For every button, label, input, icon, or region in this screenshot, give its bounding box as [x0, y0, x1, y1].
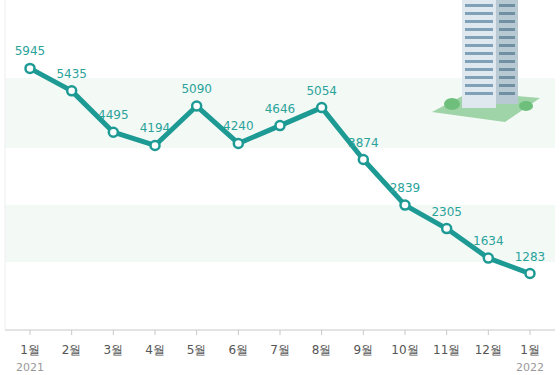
x-tick-label: 3월: [104, 343, 124, 357]
x-tick: [446, 330, 447, 335]
line-marker: [484, 254, 493, 263]
data-label: 5945: [15, 44, 46, 58]
x-tick-label: 2월: [62, 343, 82, 357]
line-marker: [401, 201, 410, 210]
background-band: [5, 205, 555, 262]
x-tick: [196, 330, 197, 335]
x-tick: [321, 330, 322, 335]
building-window: [465, 36, 493, 39]
data-label: 4194: [140, 121, 171, 135]
building-window: [465, 60, 493, 63]
y-axis-line: [5, 0, 6, 330]
x-tick-label: 5월: [187, 343, 207, 357]
building-window: [499, 76, 515, 79]
building-window: [499, 36, 515, 39]
x-tick: [113, 330, 114, 335]
building-window: [499, 12, 515, 15]
building-window: [499, 44, 515, 47]
x-tick-label: 1월: [20, 343, 40, 357]
building-window: [465, 52, 493, 55]
year-annotation: 2022: [516, 361, 544, 374]
x-tick: [238, 330, 239, 335]
line-marker: [276, 121, 285, 130]
year-annotation: 2021: [16, 361, 44, 374]
plot-area: [26, 64, 535, 278]
data-labels: 5945 5435 4495 4194 5090 4240 4646 5054 3874 2839…: [15, 44, 546, 263]
x-tick-label: 6월: [229, 343, 249, 357]
data-label: 4240: [223, 119, 254, 133]
x-tick-label: 7월: [270, 343, 290, 357]
building-window: [465, 28, 493, 31]
data-label: 3874: [348, 136, 379, 150]
data-label: 5090: [181, 82, 212, 96]
line-marker: [234, 139, 243, 148]
x-tick-label: 12월: [475, 343, 502, 357]
x-axis: 1월 2월 3월 4월 5월 6월 7월 8월 9월 10월 11월 12월 1월: [20, 330, 540, 357]
x-tick: [280, 330, 281, 335]
line-marker: [26, 64, 35, 73]
data-label: 2839: [390, 181, 421, 195]
building-window: [465, 84, 493, 87]
data-label: 1283: [515, 250, 546, 264]
x-tick-label: 11월: [433, 343, 460, 357]
building-window: [499, 60, 515, 63]
chart-container: 1월 2월 3월 4월 5월 6월 7월 8월 9월 10월 11월 12월 1월 2021 2022 594…: [0, 0, 560, 375]
building-window: [499, 4, 515, 7]
building-window: [499, 28, 515, 31]
data-label: 5435: [56, 67, 87, 81]
data-label: 5054: [306, 84, 337, 98]
data-label: 1634: [473, 234, 504, 248]
x-tick: [405, 330, 406, 335]
building-window: [499, 84, 515, 87]
building-window: [465, 12, 493, 15]
x-tick: [363, 330, 364, 335]
line-marker: [192, 102, 201, 111]
building-window: [499, 20, 515, 23]
line-marker: [151, 141, 160, 150]
data-label: 2305: [431, 205, 462, 219]
x-tick: [155, 330, 156, 335]
building-window: [465, 92, 493, 95]
building-window: [465, 76, 493, 79]
x-tick: [30, 330, 31, 335]
x-tick: [530, 330, 531, 335]
building-window: [499, 68, 515, 71]
building-tree: [444, 98, 460, 110]
x-tick: [71, 330, 72, 335]
line-marker: [359, 155, 368, 164]
building-window: [465, 20, 493, 23]
x-tick-label: 9월: [354, 343, 374, 357]
building-window: [465, 4, 493, 7]
line-series: [30, 68, 530, 273]
building-illustration: [432, 0, 540, 122]
x-tick-label: 10월: [391, 343, 418, 357]
building-face: [462, 0, 496, 108]
building-window: [465, 44, 493, 47]
data-label: 4495: [98, 108, 129, 122]
building-window: [499, 92, 515, 95]
building-tree: [519, 101, 533, 111]
line-marker: [526, 269, 535, 278]
line-marker: [67, 86, 76, 95]
line-marker: [109, 128, 118, 137]
x-tick-label: 4월: [145, 343, 165, 357]
x-tick-label: 1월: [520, 343, 540, 357]
x-tick-label: 8월: [312, 343, 332, 357]
building-side: [496, 0, 518, 104]
building-window: [465, 68, 493, 71]
line-marker: [442, 224, 451, 233]
building-window: [499, 52, 515, 55]
x-tick: [488, 330, 489, 335]
line-marker: [317, 103, 326, 112]
chart-svg: 1월 2월 3월 4월 5월 6월 7월 8월 9월 10월 11월 12월 1월 2021 2022 594…: [0, 0, 560, 375]
data-label: 4646: [265, 102, 296, 116]
